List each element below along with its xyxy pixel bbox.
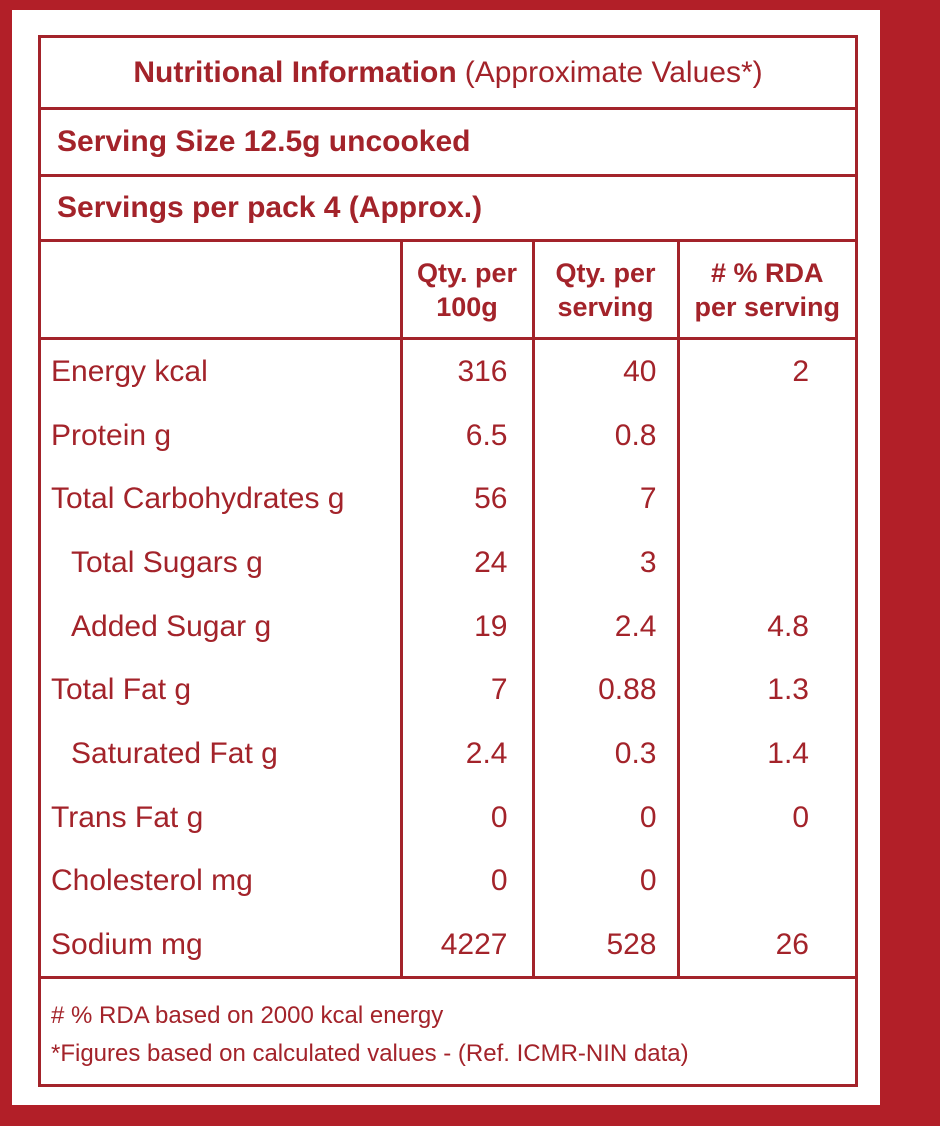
footnote: *Figures based on calculated values - (R… <box>51 1040 689 1067</box>
label-panel: Nutritional Information (Approximate Val… <box>12 10 880 1105</box>
column-header: Qty. per 100g <box>401 242 535 340</box>
nutrient-value: 0.3 <box>533 722 680 786</box>
nutrient-name: Cholesterol mg <box>41 849 403 914</box>
table-row: Total Carbohydrates g 56 7 <box>41 467 855 532</box>
column-header: # % RDA per serving <box>678 242 855 340</box>
header-line: Qty. per <box>555 257 656 288</box>
nutrient-value: 2.4 <box>401 722 535 786</box>
nutrient-name: Protein g <box>41 403 403 468</box>
nutrient-value: 24 <box>401 531 535 595</box>
nutrient-value: 528 <box>533 913 680 977</box>
nutrient-value: 56 <box>401 467 535 532</box>
nutrient-value: 3 <box>533 531 680 595</box>
nutrient-name: Energy kcal <box>41 338 403 404</box>
nutrient-name: Trans Fat g <box>41 785 403 850</box>
nutrient-value: 1.4 <box>767 736 809 770</box>
nutrient-name: Total Carbohydrates g <box>41 467 403 532</box>
table-row: Protein g 6.5 0.8 <box>41 403 855 468</box>
nutrient-name: Total Sugars g <box>41 531 403 595</box>
table-row: Sodium mg 4227 528 26 <box>41 913 855 977</box>
header-line: Qty. per <box>416 257 518 288</box>
nutrient-value: 40 <box>533 338 680 404</box>
nutrient-value: 316 <box>401 338 535 404</box>
title: Nutritional Information <box>133 55 457 89</box>
nutrient-value: 0.8 <box>533 403 680 468</box>
nutrition-table: Qty. per 100g Qty. per serving # % RDA per se… <box>41 242 855 977</box>
table-row: Total Sugars g 24 3 <box>41 531 855 595</box>
header-empty <box>41 242 403 340</box>
footnotes: # % RDA based on 2000 kcal energy *Figure… <box>41 976 855 1084</box>
table-row: Added Sugar g 19 2.4 4.8 <box>41 594 855 659</box>
nutrient-value: 4.8 <box>767 609 809 643</box>
nutrient-value: 19 <box>401 594 535 659</box>
table-row: Cholesterol mg 0 0 <box>41 849 855 914</box>
nutrient-value <box>678 404 855 468</box>
nutrient-value <box>678 850 855 914</box>
nutrient-value: 0 <box>401 849 535 914</box>
nutrient-value: 7 <box>533 467 680 532</box>
header-line: serving <box>557 291 654 322</box>
nutrient-value: 0 <box>792 800 809 834</box>
nutrient-name: Added Sugar g <box>41 594 403 659</box>
table-row: Total Fat g 7 0.88 1.3 <box>41 658 855 723</box>
column-header: Qty. per serving <box>533 242 680 340</box>
nutrient-value <box>678 531 855 595</box>
nutrient-value: 4227 <box>401 913 535 977</box>
nutrient-name: Total Fat g <box>41 658 403 723</box>
table-row: Energy kcal 316 40 2 <box>41 338 855 404</box>
header-line: per serving <box>694 291 841 322</box>
footnote: # % RDA based on 2000 kcal energy <box>51 1002 444 1029</box>
header-line: # % RDA <box>710 257 824 288</box>
nutrient-value: 0 <box>401 785 535 850</box>
nutrient-value: 26 <box>775 928 809 962</box>
nutrient-value: 2 <box>792 354 809 388</box>
nutrient-value: 0 <box>533 849 680 914</box>
header-line: 100g <box>436 291 498 322</box>
nutrient-value: 2.4 <box>533 594 680 659</box>
nutrient-value: 6.5 <box>401 403 535 468</box>
nutrient-value: 0 <box>533 785 680 850</box>
serving-size: Serving Size 12.5g uncooked <box>41 110 855 177</box>
subtitle: (Approximate Values*) <box>464 55 763 89</box>
nutrient-name: Sodium mg <box>41 913 403 977</box>
nutrient-value: 0.88 <box>533 658 680 723</box>
nutrient-value: 7 <box>401 658 535 723</box>
nutrient-name: Saturated Fat g <box>41 722 403 786</box>
table-row: Saturated Fat g 2.4 0.3 1.4 <box>41 722 855 786</box>
nutrition-box: Nutritional Information (Approximate Val… <box>38 35 858 1087</box>
nutrient-value <box>678 467 855 531</box>
nutrient-value: 1.3 <box>767 673 809 707</box>
title-row: Nutritional Information (Approximate Val… <box>41 38 855 110</box>
servings-per-pack: Servings per pack 4 (Approx.) <box>41 177 855 242</box>
